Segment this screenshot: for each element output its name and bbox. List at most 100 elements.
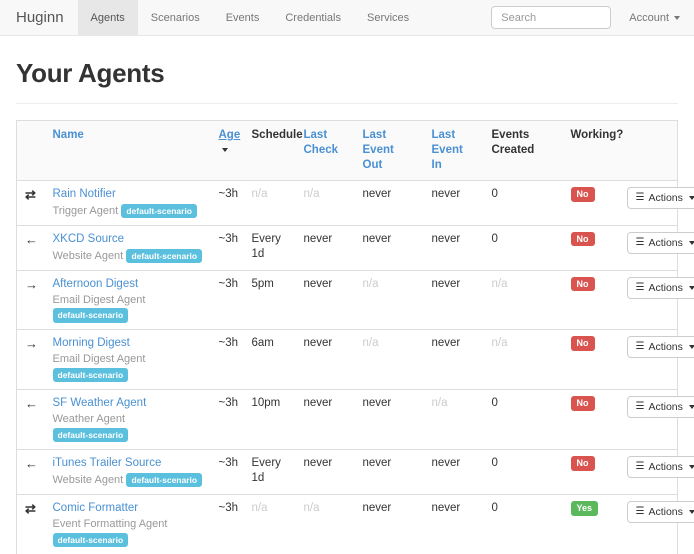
events-created-link[interactable]: 0 bbox=[492, 188, 498, 200]
agent-last-event-in: never bbox=[432, 337, 461, 349]
agent-type-label: Email Digest Agent bbox=[53, 294, 146, 306]
scenario-badge[interactable]: default-scenario bbox=[53, 428, 129, 442]
navbar: Huginn Agents Scenarios Events Credentia… bbox=[0, 0, 694, 36]
account-menu[interactable]: Account bbox=[629, 12, 680, 24]
scenario-badge[interactable]: default-scenario bbox=[126, 473, 202, 487]
brand-link[interactable]: Huginn bbox=[0, 0, 78, 35]
table-row: ⇄ Comic Formatter Event Formatting Agent… bbox=[17, 494, 678, 553]
scenario-badge[interactable]: default-scenario bbox=[53, 368, 129, 382]
caret-down-icon bbox=[689, 510, 694, 514]
agent-last-event-in: never bbox=[432, 457, 461, 469]
arrow-right-icon: → bbox=[25, 336, 38, 351]
nav-item-credentials[interactable]: Credentials bbox=[272, 0, 354, 35]
agent-schedule: Every 1d bbox=[252, 233, 281, 260]
agent-last-event-out: n/a bbox=[363, 337, 379, 349]
agent-name-link[interactable]: Morning Digest bbox=[53, 336, 203, 351]
working-badge: No bbox=[571, 277, 595, 292]
agent-last-event-out: never bbox=[363, 397, 392, 409]
actions-button[interactable]: ☰ Actions bbox=[627, 456, 694, 478]
transfer-icon: ⇄ bbox=[25, 187, 36, 202]
account-label: Account bbox=[629, 12, 669, 24]
scenario-badge[interactable]: default-scenario bbox=[121, 204, 197, 218]
title-divider bbox=[16, 103, 678, 104]
agent-name-link[interactable]: Comic Formatter bbox=[53, 501, 203, 516]
actions-label: Actions bbox=[648, 401, 682, 413]
nav-item-services[interactable]: Services bbox=[354, 0, 422, 35]
scenario-badge[interactable]: default-scenario bbox=[126, 249, 202, 263]
events-created-link[interactable]: 0 bbox=[492, 397, 498, 409]
agent-type-label: Weather Agent bbox=[53, 413, 126, 425]
main-content: Your Agents Name Age Schedule Last Check… bbox=[0, 58, 694, 554]
working-badge: No bbox=[571, 456, 595, 471]
agent-last-event-out: n/a bbox=[363, 278, 379, 290]
actions-label: Actions bbox=[648, 461, 682, 473]
actions-button[interactable]: ☰ Actions bbox=[627, 336, 694, 358]
agent-type-label: Trigger Agent bbox=[53, 205, 119, 217]
working-badge: No bbox=[571, 336, 595, 351]
agent-age: ~3h bbox=[219, 397, 239, 409]
agents-table-body: ⇄ Rain Notifier Trigger Agent default-sc… bbox=[17, 180, 678, 553]
agent-schedule: n/a bbox=[252, 502, 268, 514]
nav-item-events[interactable]: Events bbox=[213, 0, 273, 35]
actions-label: Actions bbox=[648, 237, 682, 249]
scenario-badge[interactable]: default-scenario bbox=[53, 533, 129, 547]
agent-name-link[interactable]: Afternoon Digest bbox=[53, 277, 203, 292]
search-input[interactable] bbox=[491, 6, 611, 29]
scenario-badge[interactable]: default-scenario bbox=[53, 308, 129, 322]
caret-down-icon bbox=[689, 286, 694, 290]
agent-type-label: Event Formatting Agent bbox=[53, 518, 168, 530]
header-last-check[interactable]: Last Check bbox=[296, 121, 355, 181]
agent-name-link[interactable]: XKCD Source bbox=[53, 232, 203, 247]
table-row: ← SF Weather Agent Weather Agent default… bbox=[17, 390, 678, 450]
header-last-event-out[interactable]: Last Event Out bbox=[355, 121, 424, 181]
events-created-value: n/a bbox=[492, 337, 508, 349]
header-last-event-in[interactable]: Last Event In bbox=[424, 121, 484, 181]
actions-label: Actions bbox=[648, 192, 682, 204]
actions-label: Actions bbox=[648, 341, 682, 353]
agent-age: ~3h bbox=[219, 233, 239, 245]
agent-name-link[interactable]: Rain Notifier bbox=[53, 187, 203, 202]
events-created-link[interactable]: 0 bbox=[492, 502, 498, 514]
agent-last-check: never bbox=[304, 337, 333, 349]
agent-type-label: Email Digest Agent bbox=[53, 353, 146, 365]
actions-button[interactable]: ☰ Actions bbox=[627, 277, 694, 299]
agent-age: ~3h bbox=[219, 457, 239, 469]
list-icon: ☰ bbox=[636, 462, 645, 472]
table-row: ⇄ Rain Notifier Trigger Agent default-sc… bbox=[17, 180, 678, 225]
agent-last-check: n/a bbox=[304, 502, 320, 514]
actions-button[interactable]: ☰ Actions bbox=[627, 187, 694, 209]
header-name[interactable]: Name bbox=[45, 121, 211, 181]
actions-button[interactable]: ☰ Actions bbox=[627, 501, 694, 523]
agent-last-check: never bbox=[304, 278, 333, 290]
actions-button[interactable]: ☰ Actions bbox=[627, 396, 694, 418]
agent-last-check: never bbox=[304, 397, 333, 409]
agent-last-event-in: n/a bbox=[432, 397, 448, 409]
events-created-link[interactable]: 0 bbox=[492, 233, 498, 245]
caret-down-icon bbox=[689, 196, 694, 200]
agent-last-event-out: never bbox=[363, 457, 392, 469]
page-title: Your Agents bbox=[16, 58, 678, 89]
header-working: Working? bbox=[563, 121, 619, 181]
chevron-down-icon bbox=[674, 16, 680, 20]
nav-item-agents[interactable]: Agents bbox=[78, 0, 138, 35]
arrow-right-icon: → bbox=[25, 277, 38, 292]
agent-last-event-in: never bbox=[432, 233, 461, 245]
agent-name-link[interactable]: iTunes Trailer Source bbox=[53, 456, 203, 471]
agent-last-event-in: never bbox=[432, 278, 461, 290]
sort-caret-icon bbox=[222, 148, 228, 152]
agent-schedule: 6am bbox=[252, 337, 274, 349]
events-created-link[interactable]: 0 bbox=[492, 457, 498, 469]
caret-down-icon bbox=[689, 465, 694, 469]
working-badge: No bbox=[571, 232, 595, 247]
nav-item-scenarios[interactable]: Scenarios bbox=[138, 0, 213, 35]
agent-last-event-in: never bbox=[432, 502, 461, 514]
actions-button[interactable]: ☰ Actions bbox=[627, 232, 694, 254]
working-badge: No bbox=[571, 187, 595, 202]
agent-name-link[interactable]: SF Weather Agent bbox=[53, 396, 203, 411]
list-icon: ☰ bbox=[636, 283, 645, 293]
agent-age: ~3h bbox=[219, 337, 239, 349]
header-age[interactable]: Age bbox=[211, 121, 244, 181]
table-row: → Afternoon Digest Email Digest Agent de… bbox=[17, 270, 678, 330]
agent-last-event-out: never bbox=[363, 188, 392, 200]
header-actions-spacer bbox=[619, 121, 678, 181]
